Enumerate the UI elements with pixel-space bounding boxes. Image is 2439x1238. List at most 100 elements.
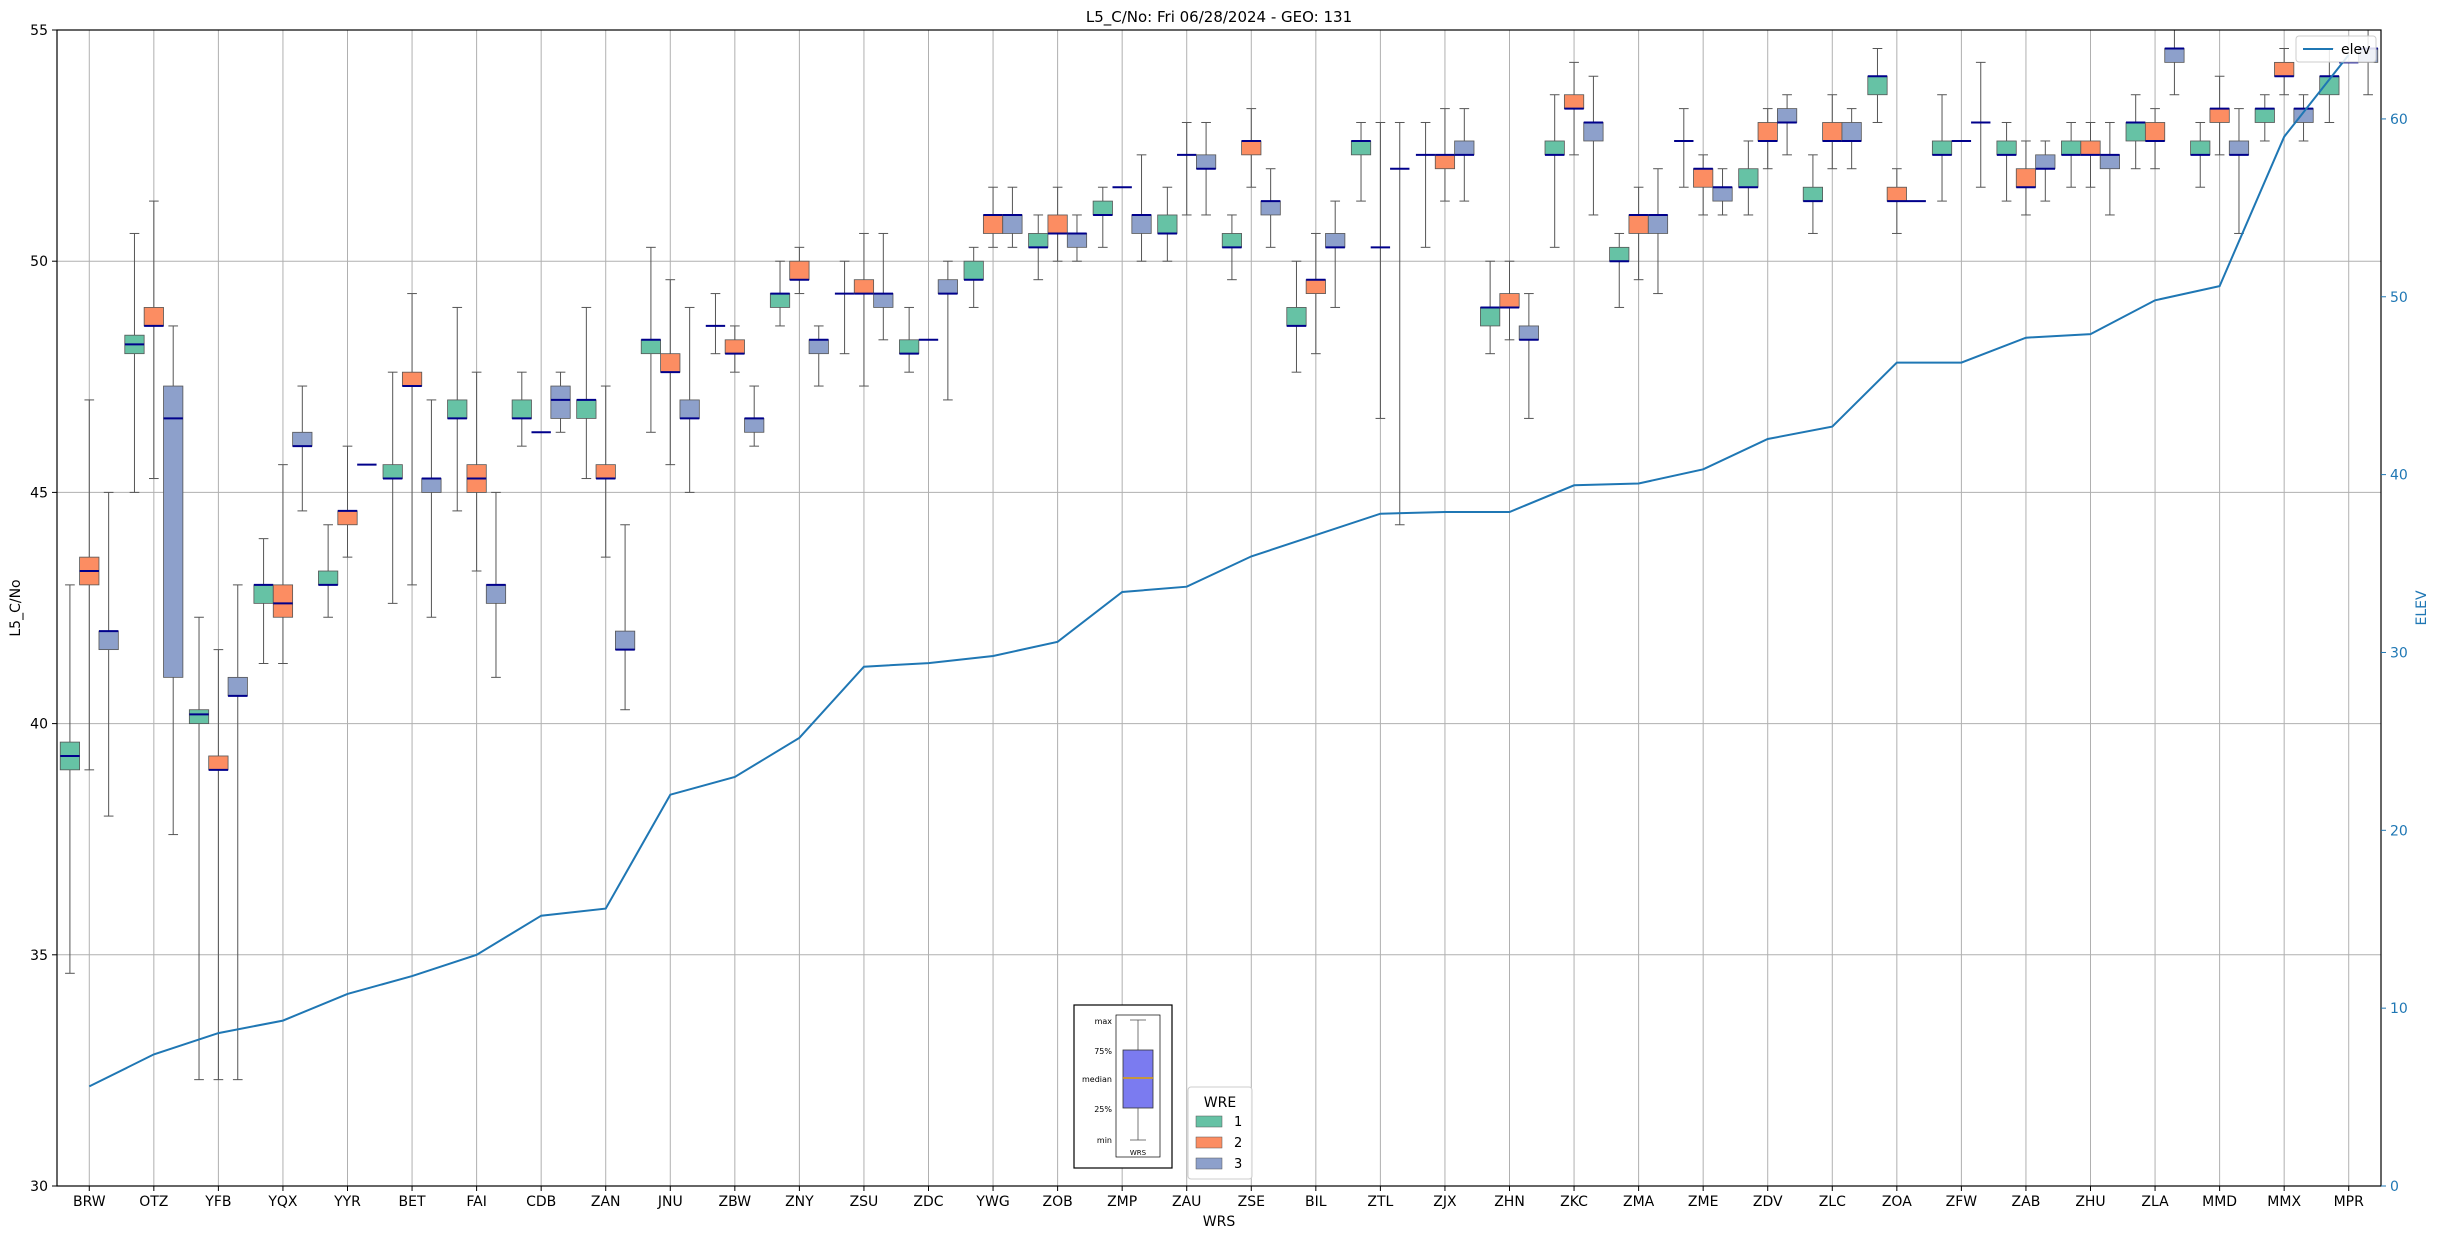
wre-legend-swatch-1 (1195, 1115, 1223, 1128)
x-tick-label: JNU (657, 1194, 683, 1210)
inset-label-max: max (1095, 1017, 1113, 1026)
inset-label-median: median (1082, 1075, 1112, 1084)
box-wre-2 (1047, 214, 1068, 234)
y2-tick-label: 0 (2390, 1179, 2399, 1195)
y-tick-label: 30 (30, 1179, 48, 1195)
inset-xlabel: WRS (1130, 1149, 1147, 1157)
x-tick-label: ZAN (591, 1194, 621, 1210)
x-tick-label: MMX (2267, 1194, 2301, 1210)
grid (57, 30, 2381, 1186)
x-tick-label: ZKC (1560, 1194, 1588, 1210)
wre-legend: WRE 1 2 3 (1187, 1086, 1253, 1180)
y2-tick-label: 40 (2390, 468, 2408, 484)
box-wre-3 (2099, 154, 2120, 170)
box-wre-2 (1628, 214, 1649, 234)
elev-line (88, 54, 2350, 1088)
y2-tick-label: 20 (2390, 823, 2408, 839)
x-tick-label: ZOB (1043, 1194, 1073, 1210)
box-wre-2 (143, 307, 164, 327)
box-wre-2 (2274, 61, 2295, 77)
x-tick-label: ZME (1688, 1194, 1719, 1210)
x-tick-label: ZLC (1819, 1194, 1846, 1210)
x-tick-label: ZDC (913, 1194, 943, 1210)
box-wre-1 (640, 339, 661, 355)
x-tick-label: ZMP (1107, 1194, 1137, 1210)
x-tick-label: ZAB (2012, 1194, 2041, 1210)
box-wre-1 (769, 293, 791, 308)
y-axis-right: 0 10 20 30 40 50 60 (2381, 112, 2408, 1195)
box-wre-3 (292, 431, 313, 447)
x-tick-label: BET (399, 1194, 426, 1210)
box-wre-2 (595, 464, 616, 479)
x-tick-label: ZSE (1238, 1194, 1265, 1210)
box-wre-2 (2080, 140, 2101, 156)
box-wre-3 (1260, 200, 1281, 216)
box-wre-3 (1712, 186, 1733, 202)
box-wre-3 (937, 279, 958, 294)
x-tick-label: ZTL (1367, 1194, 1393, 1210)
wre-legend-title: WRE (1204, 1095, 1236, 1111)
box-wre-2 (337, 510, 358, 526)
y-tick-label: 40 (30, 717, 48, 733)
box-wre-1 (1092, 200, 1113, 216)
x-axis: BRW OTZ YFB YQX YYR BET FAI CDB ZAN JNU ZBW ZNY ZSU Z… (73, 1186, 2364, 1210)
box-wre-2 (789, 260, 810, 281)
y2-axis-label: ELEV (2414, 590, 2430, 625)
box-wre-1 (1931, 140, 1953, 156)
x-tick-label: CDB (526, 1194, 556, 1210)
box-wre-1 (511, 399, 532, 419)
boxplot-key-inset: max 75% median 25% min WRS (1073, 1004, 1173, 1169)
box-wre-3 (1454, 140, 1475, 156)
box-wre-3 (1518, 325, 1539, 341)
x-tick-label: ZDV (1753, 1194, 1783, 1210)
y2-tick-label: 10 (2390, 1001, 2408, 1017)
box-wre-3 (2035, 154, 2056, 170)
box-wre-3 (744, 418, 765, 433)
x-tick-label: BIL (1305, 1194, 1327, 1210)
box-wre-3 (808, 339, 829, 355)
box-wre-3 (1647, 214, 1669, 234)
y2-tick-label: 50 (2390, 290, 2408, 306)
box-wre-3 (1131, 214, 1152, 234)
x-tick-label: ZFW (1946, 1194, 1978, 1210)
box-wre-2 (2209, 108, 2230, 123)
wre-legend-label-1: 1 (1234, 1115, 1242, 1130)
x-tick-label: YFB (204, 1194, 231, 1210)
y-tick-label: 55 (30, 23, 48, 39)
box-wre-3 (2164, 48, 2185, 63)
box-wre-1 (318, 570, 339, 586)
wre-legend-swatch-2 (1195, 1136, 1223, 1149)
box-wre-3 (550, 385, 571, 419)
x-tick-label: ZAU (1172, 1194, 1201, 1210)
box-wre-2 (2144, 122, 2166, 142)
box-wre-2 (1434, 154, 1456, 170)
box-wre-2 (401, 371, 423, 387)
box-wre-1 (1867, 75, 1888, 96)
wre-legend-swatch-3 (1195, 1157, 1223, 1170)
box-wre-2 (1693, 168, 1714, 188)
box-wre-1 (1738, 168, 1759, 188)
box-wre-1 (1157, 214, 1178, 234)
box-wre-1 (899, 339, 920, 355)
inset-label-min: min (1097, 1136, 1112, 1145)
x-tick-label: OTZ (139, 1194, 168, 1210)
line-legend: elev (2295, 35, 2377, 63)
x-tick-label: ZSU (850, 1194, 879, 1210)
box-wre-3 (227, 676, 248, 697)
box-wre-1 (253, 584, 274, 604)
box-wre-3 (1196, 154, 1217, 170)
box-wre-3 (1583, 122, 1604, 142)
box-wre-1 (1028, 233, 1049, 248)
box-wre-1 (963, 260, 984, 281)
box-wre-2 (1241, 140, 1262, 156)
box-wre-1 (1480, 307, 1501, 327)
box-wre-3 (98, 630, 119, 651)
box-wre-2 (1757, 122, 1778, 142)
box-wre-1 (1350, 140, 1372, 156)
x-tick-label: MMD (2202, 1194, 2237, 1210)
x-tick-label: ZOA (1882, 1194, 1912, 1210)
y-tick-label: 45 (30, 485, 48, 501)
box-wre-1 (2254, 108, 2275, 123)
inset-label-q3: 75% (1094, 1047, 1112, 1056)
